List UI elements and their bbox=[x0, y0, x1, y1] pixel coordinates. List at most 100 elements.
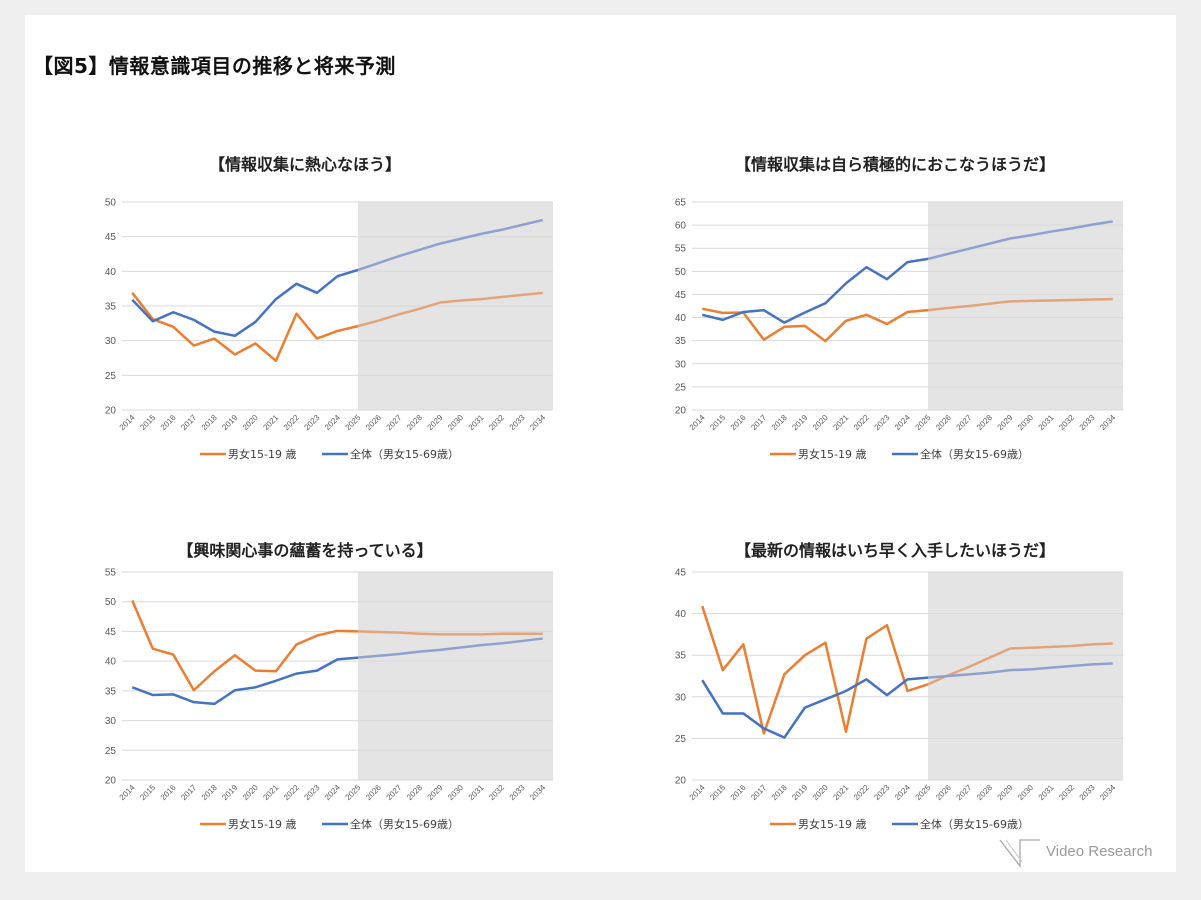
x-tick-label: 2024 bbox=[323, 413, 342, 432]
x-tick-label: 2024 bbox=[323, 783, 342, 802]
legend-label: 男女15-19 歳 bbox=[228, 817, 296, 831]
y-tick-label: 45 bbox=[105, 232, 117, 243]
x-tick-label: 2020 bbox=[811, 783, 830, 802]
x-tick-label: 2033 bbox=[508, 783, 527, 802]
series-line bbox=[701, 676, 929, 739]
x-tick-label: 2034 bbox=[528, 413, 547, 432]
series-forecast-line bbox=[357, 218, 544, 272]
x-tick-label: 2020 bbox=[811, 413, 830, 432]
series-forecast-line bbox=[357, 291, 543, 328]
y-tick-label: 50 bbox=[105, 198, 117, 209]
series-line bbox=[701, 257, 929, 324]
y-tick-label: 20 bbox=[105, 776, 117, 787]
x-tick-label: 2029 bbox=[426, 413, 445, 432]
x-tick-label: 2030 bbox=[1016, 413, 1035, 432]
x-tick-label: 2023 bbox=[872, 783, 891, 802]
x-tick-label: 2033 bbox=[1078, 783, 1097, 802]
x-tick-label: 2031 bbox=[1037, 413, 1056, 432]
series-forecast-line bbox=[927, 642, 1113, 686]
x-tick-label: 2028 bbox=[405, 783, 424, 802]
logo-text: Video Research bbox=[1046, 843, 1153, 860]
x-tick-label: 2016 bbox=[159, 783, 178, 802]
y-tick-label: 60 bbox=[675, 221, 687, 232]
x-tick-label: 2032 bbox=[1057, 783, 1076, 802]
legend-label: 男女15-19 歳 bbox=[228, 447, 296, 461]
legend-label: 全体（男女15-69歳） bbox=[350, 447, 459, 461]
x-tick-label: 2028 bbox=[405, 413, 424, 432]
x-tick-label: 2022 bbox=[852, 783, 871, 802]
x-tick-label: 2026 bbox=[364, 783, 383, 802]
x-tick-label: 2019 bbox=[790, 783, 809, 802]
y-tick-label: 25 bbox=[105, 371, 117, 382]
x-tick-label: 2016 bbox=[729, 783, 748, 802]
series-line bbox=[131, 656, 359, 706]
series-forecast-line bbox=[357, 637, 543, 659]
legend-label: 男女15-19 歳 bbox=[798, 817, 866, 831]
series-line bbox=[701, 605, 929, 735]
series-forecast-line bbox=[927, 662, 1113, 679]
y-tick-label: 55 bbox=[105, 568, 117, 579]
y-tick-label: 65 bbox=[675, 198, 687, 209]
x-tick-label: 2014 bbox=[118, 783, 137, 802]
x-tick-label: 2022 bbox=[282, 413, 301, 432]
x-tick-label: 2014 bbox=[688, 413, 707, 432]
x-tick-label: 2029 bbox=[996, 413, 1015, 432]
y-tick-label: 20 bbox=[105, 406, 117, 417]
x-tick-label: 2018 bbox=[200, 413, 219, 432]
x-tick-label: 2024 bbox=[893, 413, 912, 432]
x-tick-label: 2032 bbox=[487, 783, 506, 802]
legend-label: 全体（男女15-69歳） bbox=[350, 817, 459, 831]
x-tick-label: 2026 bbox=[934, 413, 953, 432]
y-tick-label: 30 bbox=[105, 336, 117, 347]
x-tick-label: 2017 bbox=[749, 413, 768, 432]
x-tick-label: 2028 bbox=[975, 783, 994, 802]
x-tick-label: 2027 bbox=[385, 413, 404, 432]
chart-title-3: 【興味関心事の蘊蓄を持っている】 bbox=[177, 541, 433, 560]
y-tick-label: 35 bbox=[675, 336, 687, 347]
logo-mark-icon bbox=[999, 839, 1040, 868]
video-research-logo: Video Research bbox=[998, 836, 1168, 870]
x-tick-label: 2019 bbox=[790, 413, 809, 432]
chart-title-4: 【最新の情報はいち早く入手したいほうだ】 bbox=[734, 541, 1055, 560]
x-tick-label: 2017 bbox=[179, 783, 198, 802]
x-tick-label: 2034 bbox=[528, 783, 547, 802]
x-tick-label: 2028 bbox=[975, 413, 994, 432]
x-tick-label: 2014 bbox=[688, 783, 707, 802]
x-tick-label: 2033 bbox=[508, 413, 527, 432]
y-tick-label: 45 bbox=[105, 627, 117, 638]
x-tick-label: 2031 bbox=[467, 783, 486, 802]
chart-title-1: 【情報収集に熱心なほう】 bbox=[208, 155, 401, 174]
x-tick-label: 2031 bbox=[467, 413, 486, 432]
page-title: 【図5】情報意識項目の推移と将来予測 bbox=[33, 54, 396, 78]
chart-title-2: 【情報収集は自ら積極的におこなうほうだ】 bbox=[734, 155, 1055, 174]
x-tick-label: 2021 bbox=[261, 413, 280, 432]
x-tick-label: 2017 bbox=[749, 783, 768, 802]
x-tick-label: 2025 bbox=[343, 783, 362, 802]
series-line bbox=[131, 600, 359, 692]
series-forecast-line bbox=[927, 220, 1113, 261]
legend-label: 全体（男女15-69歳） bbox=[920, 817, 1029, 831]
series-forecast-line bbox=[357, 630, 543, 636]
legend-label: 男女15-19 歳 bbox=[798, 447, 866, 461]
x-tick-label: 2015 bbox=[708, 783, 727, 802]
y-tick-label: 35 bbox=[105, 686, 117, 697]
x-tick-label: 2033 bbox=[1078, 413, 1097, 432]
y-tick-label: 20 bbox=[675, 776, 687, 787]
x-tick-label: 2021 bbox=[831, 783, 850, 802]
forecast-shade bbox=[358, 572, 553, 780]
x-tick-label: 2017 bbox=[179, 413, 198, 432]
x-tick-label: 2022 bbox=[282, 783, 301, 802]
x-tick-label: 2021 bbox=[261, 783, 280, 802]
y-tick-label: 30 bbox=[105, 716, 117, 727]
x-tick-label: 2032 bbox=[1057, 413, 1076, 432]
x-tick-label: 2030 bbox=[446, 413, 465, 432]
x-tick-label: 2027 bbox=[955, 783, 974, 802]
y-tick-label: 35 bbox=[105, 302, 117, 313]
x-tick-label: 2015 bbox=[708, 413, 727, 432]
x-tick-label: 2029 bbox=[426, 783, 445, 802]
series-line bbox=[131, 292, 359, 363]
x-tick-label: 2020 bbox=[241, 783, 260, 802]
